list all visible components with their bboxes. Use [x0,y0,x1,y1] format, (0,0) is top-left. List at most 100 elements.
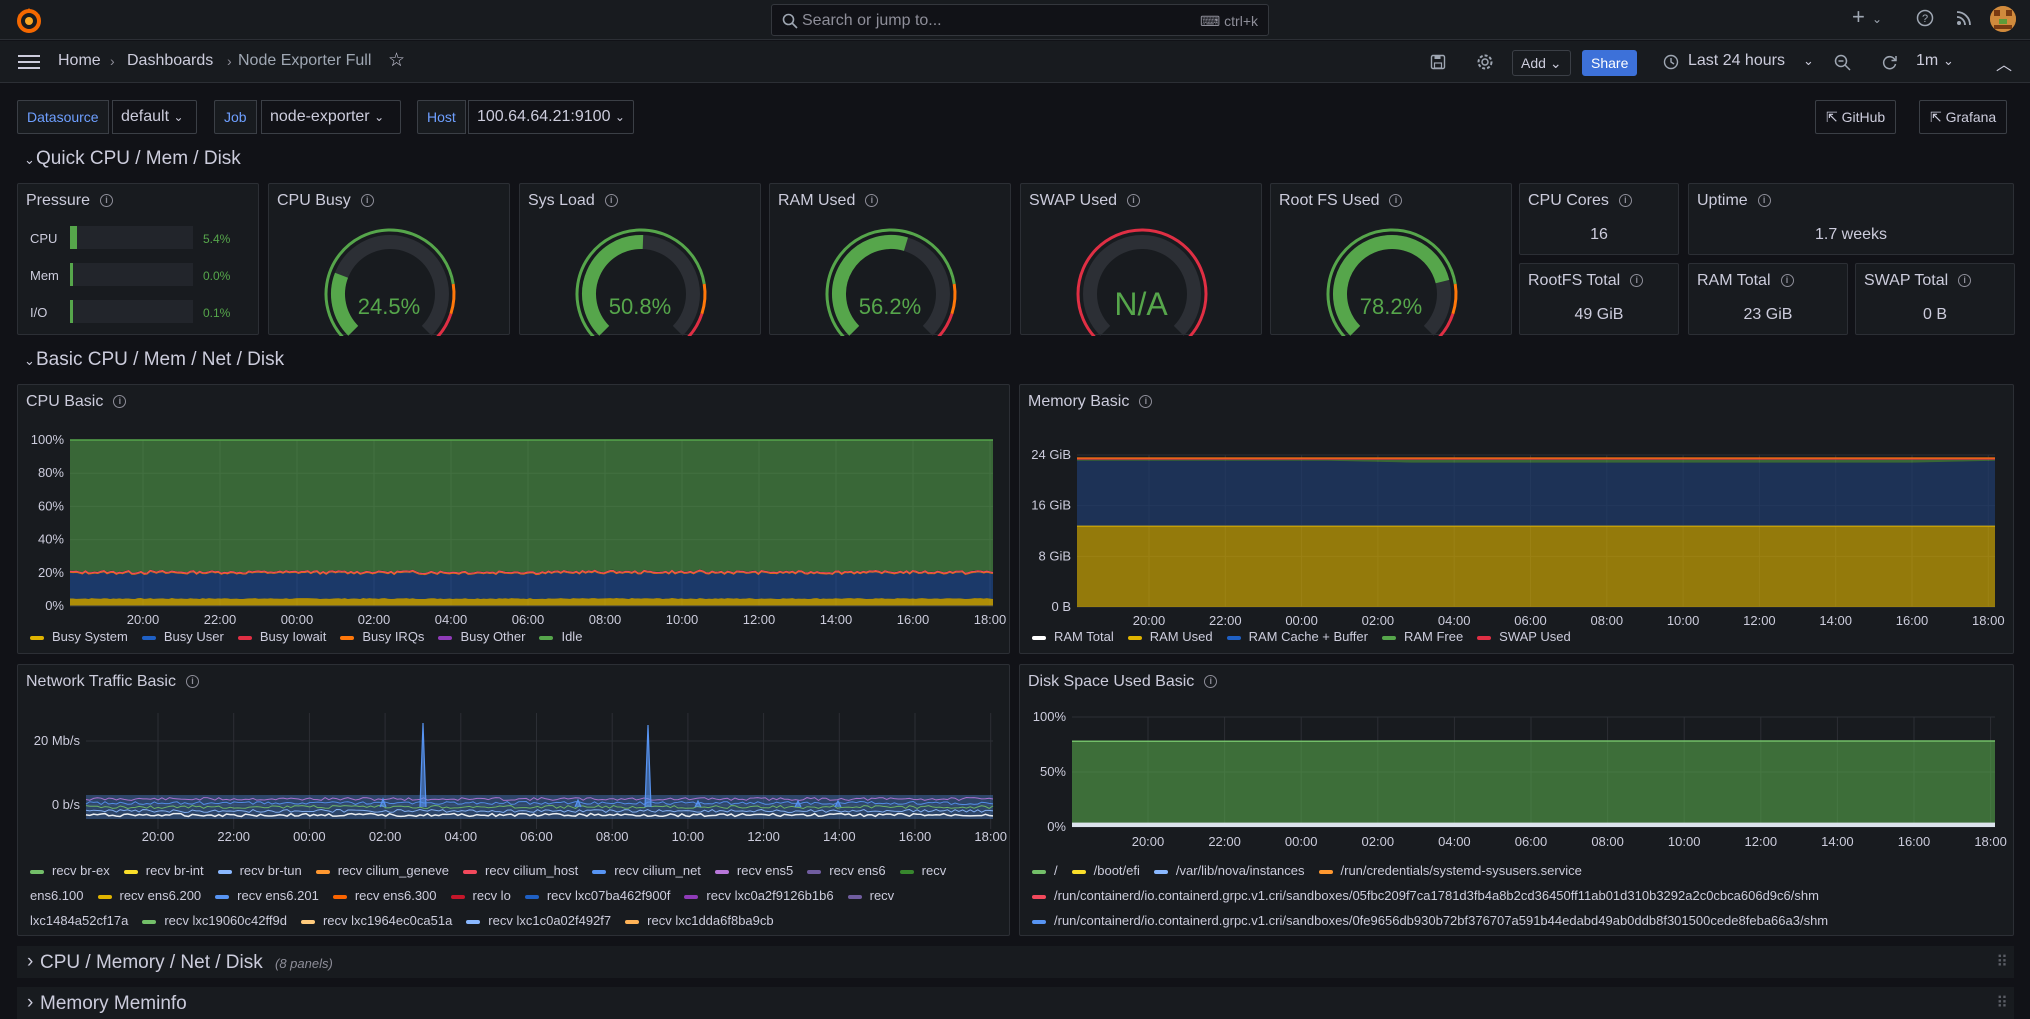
legend-item[interactable]: /run/containerd/io.containerd.grpc.v1.cr… [1032,888,1819,903]
chevron-down-icon[interactable]: ⌄ [1803,53,1814,69]
legend-item[interactable]: SWAP Used [1477,629,1571,644]
legend-item[interactable]: recv br-int [124,863,204,878]
stat-value: 23 GiB [1689,306,1847,324]
breadcrumb-dashboards[interactable]: Dashboards [127,52,213,70]
legend-item[interactable]: /run/credentials/systemd-sysusers.servic… [1319,863,1582,878]
user-avatar[interactable] [1990,6,2016,32]
menu-icon[interactable] [18,54,40,70]
refresh-interval-picker[interactable]: 1m [1916,52,1938,70]
x-tick-label: 06:00 [1514,613,1547,625]
info-icon[interactable]: i [1127,194,1140,207]
variable-select-datasource[interactable]: default ⌄ [112,100,197,134]
legend-item[interactable]: Busy Other [438,629,525,644]
legend-item[interactable]: Busy Iowait [238,629,326,644]
row-title: CPU / Memory / Net / Disk [40,952,263,974]
stat-value: 1.7 weeks [1689,226,2013,244]
legend-item[interactable]: /boot/efi [1072,863,1140,878]
info-icon[interactable]: i [1758,194,1771,207]
search-input[interactable]: Search or jump to... ⌨ ctrl+k [771,4,1269,36]
info-icon[interactable]: i [865,194,878,207]
legend-item[interactable]: /run/containerd/io.containerd.grpc.v1.cr… [1032,913,1828,928]
stat-value: 0 B [1856,306,2014,324]
github-link[interactable]: ⇱ GitHub [1815,100,1896,134]
breadcrumb-current: Node Exporter Full [238,52,371,70]
legend-item[interactable]: Busy IRQs [340,629,424,644]
drag-handle-icon[interactable]: ⠿ [1996,952,2008,972]
legend-item[interactable]: recv br-tun [218,863,302,878]
legend-item[interactable]: recv ens6.200 [98,888,202,903]
collapse-chevron-up-icon[interactable]: ︿ [1996,51,2012,75]
legend-item[interactable]: /var/lib/nova/instances [1154,863,1305,878]
variable-select-host[interactable]: 100.64.64.21:9100 ⌄ [468,100,634,134]
legend-item[interactable]: RAM Used [1128,629,1213,644]
legend-item[interactable]: recv cilium_net [592,863,701,878]
row-header-cpu-memory-net-disk[interactable]: › CPU / Memory / Net / Disk (8 panels) ⠿ [17,946,2014,978]
panel-title-text: Pressure [26,192,90,209]
legend-label: recv lxc1dda6f8ba9cb [647,913,773,928]
info-icon[interactable]: i [100,194,113,207]
save-icon[interactable] [1430,54,1446,70]
help-icon[interactable]: ? [1916,9,1934,27]
legend-item[interactable]: RAM Free [1382,629,1463,644]
time-range-picker[interactable]: Last 24 hours [1688,52,1785,70]
add-button[interactable]: Add ⌄ [1512,50,1571,76]
rss-news-icon[interactable] [1955,9,1973,27]
legend-item[interactable]: RAM Total [1032,629,1114,644]
legend-item[interactable]: / [1032,863,1058,878]
star-icon[interactable]: ☆ [388,49,405,72]
row-header-memory-meminfo[interactable]: › Memory Meminfo ⠿ [17,987,2014,1019]
info-icon[interactable]: i [1139,395,1152,408]
legend-item[interactable]: recv cilium_geneve [316,863,449,878]
row-header-quick[interactable]: ⌄Quick CPU / Mem / Disk [24,148,241,170]
info-icon[interactable]: i [605,194,618,207]
info-icon[interactable]: i [1204,675,1217,688]
x-tick-label: 02:00 [1362,834,1395,849]
legend-item[interactable]: recv br-ex [30,863,110,878]
settings-gear-icon[interactable] [1476,53,1494,71]
legend-item[interactable]: recv ens6 [807,863,885,878]
refresh-icon[interactable] [1881,54,1898,71]
pressure-bar-fill [70,300,73,323]
legend-item[interactable]: recv lxc19060c42ff9d [142,913,287,928]
row-header-basic[interactable]: ⌄Basic CPU / Mem / Net / Disk [24,349,284,371]
info-icon[interactable]: i [1619,194,1632,207]
info-icon[interactable]: i [361,194,374,207]
breadcrumb-home[interactable]: Home [58,52,101,70]
drag-handle-icon[interactable]: ⠿ [1996,993,2008,1013]
legend-item[interactable]: recv lxc0a2f9126b1b6 [684,888,833,903]
chevron-down-icon[interactable]: ⌄ [1943,53,1954,69]
info-icon[interactable]: i [1781,274,1794,287]
info-icon[interactable]: i [186,675,199,688]
legend-item[interactable]: recv ens6.201 [215,888,319,903]
share-button[interactable]: Share [1582,50,1637,76]
legend-item[interactable]: recv ens5 [715,863,793,878]
variable-select-job[interactable]: node-exporter ⌄ [261,100,401,134]
grafana-logo-icon[interactable] [16,7,42,33]
legend-item[interactable]: recv lxc1964ec0ca51a [301,913,452,928]
info-icon[interactable]: i [1389,194,1402,207]
info-icon[interactable]: i [1958,274,1971,287]
legend-item[interactable]: recv lxc07ba462f900f [525,888,671,903]
chevron-down-icon[interactable]: ⌄ [1872,12,1882,26]
info-icon[interactable]: i [1630,274,1643,287]
legend-item[interactable]: recv cilium_host [463,863,578,878]
legend-item[interactable]: recv ens6.300 [333,888,437,903]
legend-item[interactable]: Idle [539,629,582,644]
legend-item[interactable]: Busy User [142,629,224,644]
zoom-out-icon[interactable] [1834,54,1851,71]
legend-item[interactable]: recv lxc1dda6f8ba9cb [625,913,773,928]
legend-item[interactable]: recv lo [451,888,511,903]
legend-label: recv lo [473,888,511,903]
x-tick-label: 20:00 [142,829,175,844]
info-icon[interactable]: i [113,395,126,408]
legend-item[interactable]: Busy System [30,629,128,644]
legend-item[interactable]: recv lxc1c0a02f492f7 [466,913,611,928]
grafana-link[interactable]: ⇱ Grafana [1919,100,2007,134]
new-plus-icon[interactable]: + [1852,4,1865,30]
legend-item[interactable]: RAM Cache + Buffer [1227,629,1368,644]
